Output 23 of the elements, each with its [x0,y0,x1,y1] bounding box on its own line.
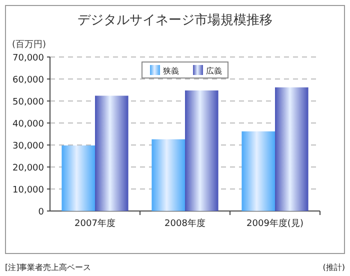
chart-title: デジタルサイネージ市場規模推移 [78,13,272,28]
y-tick-label: 10,000 [12,186,44,196]
bar [242,131,275,211]
y-tick-label: 20,000 [12,164,44,174]
y-axis-title: (百万円) [12,40,46,50]
bar [62,145,95,211]
bar [275,87,308,211]
y-tick-label: 30,000 [12,142,44,152]
text: [注]事業者売上高ベース [5,263,92,272]
y-tick-label: 0 [38,208,44,218]
x-tick-label: 2007年度 [74,218,116,229]
bar [152,139,185,211]
bar [95,96,128,211]
text: (推計) [322,263,345,272]
y-tick-label: 50,000 [12,98,44,108]
y-tick-label: 60,000 [12,76,44,86]
y-tick-label: 40,000 [12,120,44,130]
bar [185,90,218,211]
x-tick-label: 2009年度(見) [246,218,304,229]
y-tick-label: 70,000 [12,54,44,64]
legend-label: 狭義 [163,66,179,76]
legend-label: 広義 [206,66,222,76]
x-tick-label: 2008年度 [164,218,206,229]
